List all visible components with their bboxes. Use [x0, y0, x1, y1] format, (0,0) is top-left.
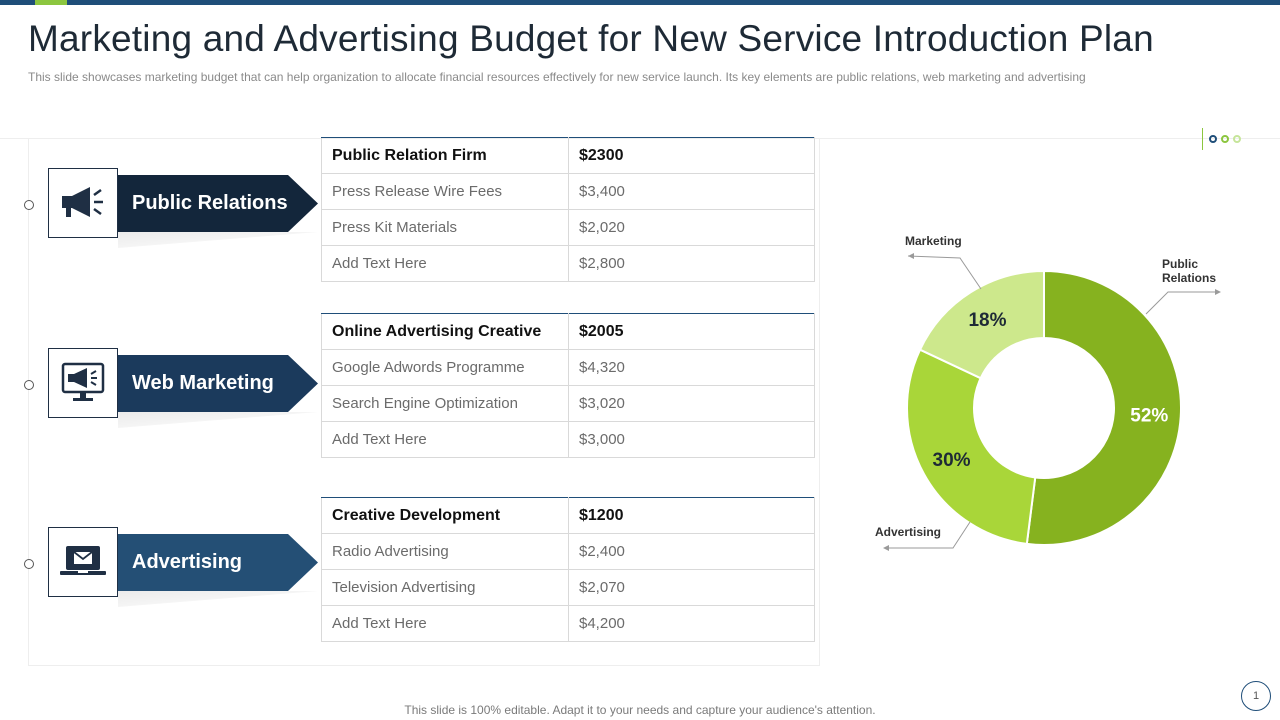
table-row: Television Advertising $2,070 — [321, 569, 815, 606]
donut-slice-public-relations — [1025, 269, 1182, 546]
donut-slices — [906, 269, 1182, 546]
budget-donut-chart: 52% 30% 18% Marketing Public Relations Adv… — [875, 234, 1221, 551]
category-label: Web Marketing — [132, 372, 274, 394]
table-cell-amount: $2,020 — [568, 209, 815, 246]
budget-table-web-marketing: Online Advertising Creative $2005 Google… — [321, 313, 815, 458]
donut-label-marketing: 18% — [968, 310, 1006, 331]
table-header-amount: $1200 — [568, 497, 815, 534]
page-title: Marketing and Advertising Budget for New… — [28, 18, 1154, 59]
timeline-bullet — [24, 559, 34, 569]
budget-panel — [28, 138, 820, 666]
table-header-item: Creative Development — [321, 497, 569, 534]
budget-table-advertising: Creative Development $1200 Radio Adverti… — [321, 497, 815, 642]
callout-arrow-marketing — [908, 253, 914, 259]
callout-label-public-relations-1: Public — [1162, 257, 1198, 271]
megaphone-icon — [48, 168, 118, 238]
arrow-shadow — [118, 591, 318, 607]
pagination-dots — [1202, 128, 1241, 150]
category-web-marketing: Web Marketing — [0, 348, 320, 438]
table-cell-item: Add Text Here — [321, 421, 569, 458]
callout-label-public-relations-2: Relations — [1162, 271, 1216, 285]
table-cell-amount: $3,400 — [568, 173, 815, 210]
top-accent-bar — [0, 0, 1280, 5]
page-number: 1 — [1241, 681, 1271, 711]
table-cell-item: Add Text Here — [321, 605, 569, 642]
timeline-bullet — [24, 380, 34, 390]
callout-line-public-relations — [1145, 291, 1220, 315]
table-header-row: Creative Development $1200 — [321, 497, 815, 534]
timeline-bullet — [24, 200, 34, 210]
table-cell-item: Radio Advertising — [321, 533, 569, 570]
monitor-megaphone-icon — [48, 348, 118, 418]
table-cell-item: Add Text Here — [321, 245, 569, 282]
table-cell-amount: $4,200 — [568, 605, 815, 642]
category-public-relations: Public Relations — [0, 168, 320, 258]
table-header-amount: $2005 — [568, 313, 815, 350]
arrow-shadow — [118, 232, 318, 248]
table-cell-amount: $2,400 — [568, 533, 815, 570]
table-header-row: Public Relation Firm $2300 — [321, 137, 815, 174]
table-cell-item: Google Adwords Programme — [321, 349, 569, 386]
table-row: Press Release Wire Fees $3,400 — [321, 173, 815, 210]
category-arrow: Public Relations — [118, 175, 318, 232]
donut-slice-advertising — [906, 348, 1037, 546]
category-label: Public Relations — [132, 192, 288, 214]
budget-table-public-relations: Public Relation Firm $2300 Press Release… — [321, 137, 815, 282]
table-cell-item: Press Release Wire Fees — [321, 173, 569, 210]
category-arrow: Advertising — [118, 534, 318, 591]
donut-slice-marketing — [918, 269, 1045, 380]
donut-label-public-relations: 52% — [1130, 406, 1168, 427]
category-arrow: Web Marketing — [118, 355, 318, 412]
callout-arrow-advertising — [883, 545, 889, 551]
top-accent-mark — [35, 0, 67, 5]
table-row: Search Engine Optimization $3,020 — [321, 385, 815, 422]
table-row: Add Text Here $3,000 — [321, 421, 815, 458]
table-row: Add Text Here $4,200 — [321, 605, 815, 642]
dot-light-green — [1233, 135, 1241, 143]
table-cell-item: Press Kit Materials — [321, 209, 569, 246]
donut-label-advertising: 30% — [933, 450, 971, 471]
table-header-item: Public Relation Firm — [321, 137, 569, 174]
table-cell-item: Television Advertising — [321, 569, 569, 606]
table-row: Radio Advertising $2,400 — [321, 533, 815, 570]
table-header-row: Online Advertising Creative $2005 — [321, 313, 815, 350]
callout-line-advertising — [884, 521, 971, 549]
dot-green — [1221, 135, 1229, 143]
callout-line-marketing — [907, 255, 982, 290]
laptop-mail-icon — [48, 527, 118, 597]
table-row: Google Adwords Programme $4,320 — [321, 349, 815, 386]
donut-labels: 52% 30% 18% — [933, 310, 1169, 471]
table-cell-amount: $2,070 — [568, 569, 815, 606]
table-header-amount: $2300 — [568, 137, 815, 174]
footer-note: This slide is 100% editable. Adapt it to… — [404, 703, 876, 717]
callout-label-marketing: Marketing — [905, 234, 962, 248]
table-cell-amount: $3,020 — [568, 385, 815, 422]
page-subtitle: This slide showcases marketing budget th… — [28, 70, 1086, 84]
table-cell-amount: $4,320 — [568, 349, 815, 386]
table-cell-amount: $2,800 — [568, 245, 815, 282]
category-advertising: Advertising — [0, 527, 320, 617]
category-label: Advertising — [132, 551, 243, 573]
dot-navy — [1209, 135, 1217, 143]
table-row: Press Kit Materials $2,020 — [321, 209, 815, 246]
table-row: Add Text Here $2,800 — [321, 245, 815, 282]
table-cell-item: Search Engine Optimization — [321, 385, 569, 422]
table-header-item: Online Advertising Creative — [321, 313, 569, 350]
callout-arrow-public-relations — [1215, 289, 1221, 295]
callout-label-advertising: Advertising — [875, 525, 941, 539]
arrow-shadow — [118, 412, 318, 428]
table-cell-amount: $3,000 — [568, 421, 815, 458]
